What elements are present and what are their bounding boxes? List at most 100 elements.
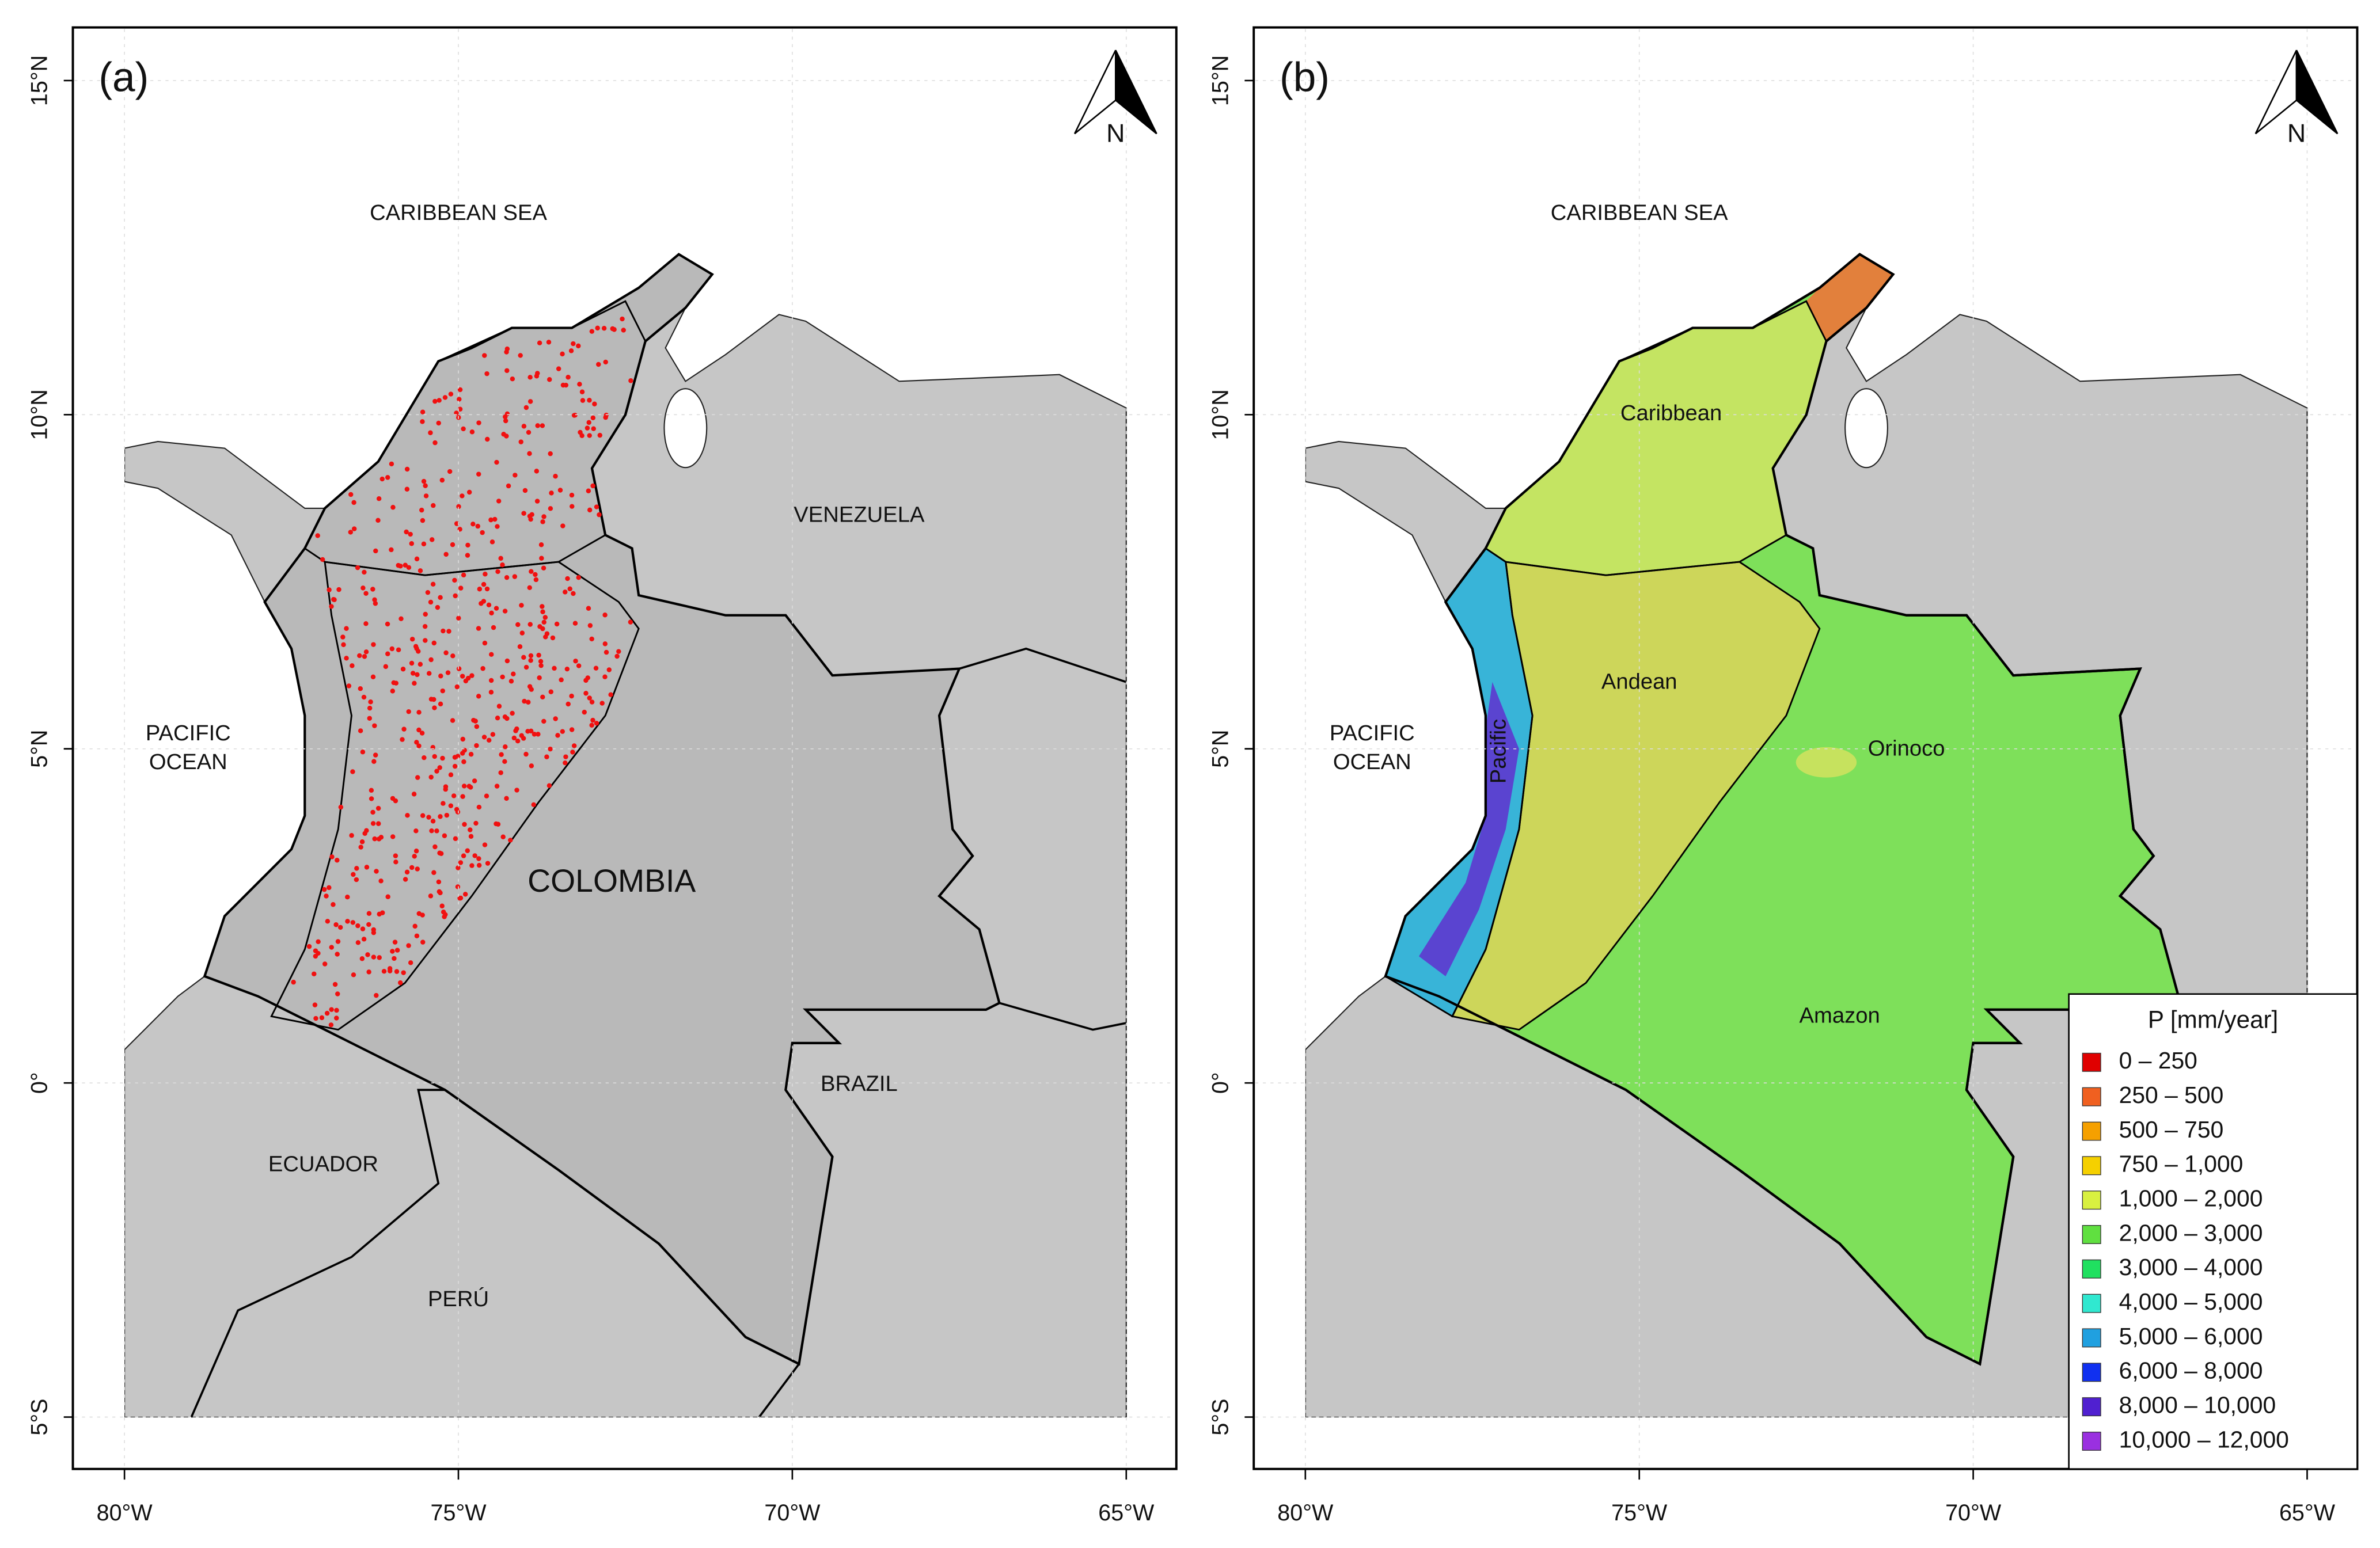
station bbox=[453, 593, 458, 599]
station bbox=[423, 493, 429, 499]
station bbox=[412, 854, 417, 859]
station bbox=[423, 483, 428, 488]
station bbox=[599, 701, 605, 706]
station bbox=[448, 803, 454, 808]
station bbox=[439, 903, 445, 908]
station bbox=[472, 778, 477, 783]
station bbox=[383, 664, 389, 670]
station bbox=[614, 653, 620, 659]
station bbox=[455, 865, 461, 870]
station bbox=[368, 699, 373, 705]
station bbox=[413, 644, 419, 649]
station bbox=[534, 469, 540, 474]
station bbox=[593, 665, 599, 671]
station bbox=[553, 716, 558, 721]
station bbox=[372, 597, 377, 603]
station bbox=[481, 735, 487, 740]
orinoco-dry bbox=[1796, 747, 1857, 778]
station bbox=[606, 667, 612, 672]
station bbox=[355, 940, 361, 945]
legend-swatch bbox=[2082, 1191, 2101, 1210]
station bbox=[448, 391, 454, 397]
station bbox=[422, 755, 427, 760]
station bbox=[415, 672, 420, 678]
station bbox=[458, 585, 464, 591]
legend-swatch bbox=[2082, 1328, 2101, 1348]
station bbox=[423, 611, 428, 617]
station bbox=[506, 483, 511, 489]
station bbox=[394, 948, 400, 953]
station bbox=[563, 760, 568, 766]
station bbox=[570, 504, 575, 509]
station bbox=[522, 488, 528, 493]
station bbox=[371, 954, 377, 960]
station bbox=[315, 533, 320, 538]
station bbox=[393, 680, 398, 686]
station bbox=[500, 562, 505, 568]
station bbox=[440, 755, 445, 761]
region-pacific bbox=[1385, 548, 1533, 1017]
station bbox=[408, 531, 413, 537]
station bbox=[431, 503, 436, 508]
station bbox=[450, 653, 455, 659]
station bbox=[455, 754, 461, 759]
place-label: CARIBBEAN SEA bbox=[1551, 200, 1728, 225]
station bbox=[540, 694, 545, 700]
station bbox=[504, 433, 509, 439]
station bbox=[586, 606, 591, 611]
station bbox=[529, 569, 534, 574]
station bbox=[485, 436, 490, 442]
station bbox=[563, 382, 569, 388]
station bbox=[444, 812, 450, 818]
station bbox=[500, 834, 506, 839]
station bbox=[486, 602, 492, 608]
lat-tick-label: 5°S bbox=[27, 1398, 52, 1435]
station bbox=[415, 866, 420, 872]
station bbox=[327, 587, 332, 592]
station bbox=[432, 440, 438, 446]
legend-swatch bbox=[2082, 1363, 2101, 1382]
station bbox=[351, 500, 356, 505]
station bbox=[312, 971, 317, 977]
station bbox=[544, 631, 550, 637]
station bbox=[458, 860, 464, 865]
station bbox=[498, 556, 503, 561]
station bbox=[529, 512, 534, 518]
station bbox=[447, 469, 453, 474]
station bbox=[406, 565, 412, 570]
station bbox=[488, 690, 494, 695]
station bbox=[442, 395, 448, 400]
station bbox=[457, 896, 462, 901]
station bbox=[335, 939, 341, 944]
station bbox=[498, 770, 503, 775]
station bbox=[560, 729, 565, 734]
station bbox=[540, 626, 545, 632]
legend-swatch bbox=[2082, 1052, 2101, 1072]
station bbox=[348, 492, 354, 497]
station bbox=[373, 752, 378, 758]
lat-tick-label: 0° bbox=[1208, 1072, 1233, 1094]
station bbox=[476, 420, 481, 425]
station bbox=[431, 870, 436, 875]
station bbox=[589, 699, 595, 705]
station bbox=[360, 926, 366, 931]
lake-maracaibo bbox=[663, 388, 708, 469]
station bbox=[369, 788, 374, 793]
lat-tick-label: 0° bbox=[27, 1072, 52, 1094]
station bbox=[337, 925, 343, 930]
station bbox=[519, 603, 524, 608]
station bbox=[573, 659, 578, 664]
station bbox=[541, 565, 546, 571]
station bbox=[583, 691, 589, 696]
station bbox=[508, 838, 513, 843]
station bbox=[559, 677, 564, 683]
station bbox=[428, 893, 434, 899]
station bbox=[366, 969, 371, 975]
legend-box bbox=[2068, 993, 2358, 1470]
north-label: N bbox=[2287, 119, 2306, 148]
station bbox=[527, 451, 532, 457]
station bbox=[492, 516, 498, 522]
station bbox=[491, 625, 496, 630]
station bbox=[594, 721, 599, 726]
station bbox=[527, 684, 533, 689]
